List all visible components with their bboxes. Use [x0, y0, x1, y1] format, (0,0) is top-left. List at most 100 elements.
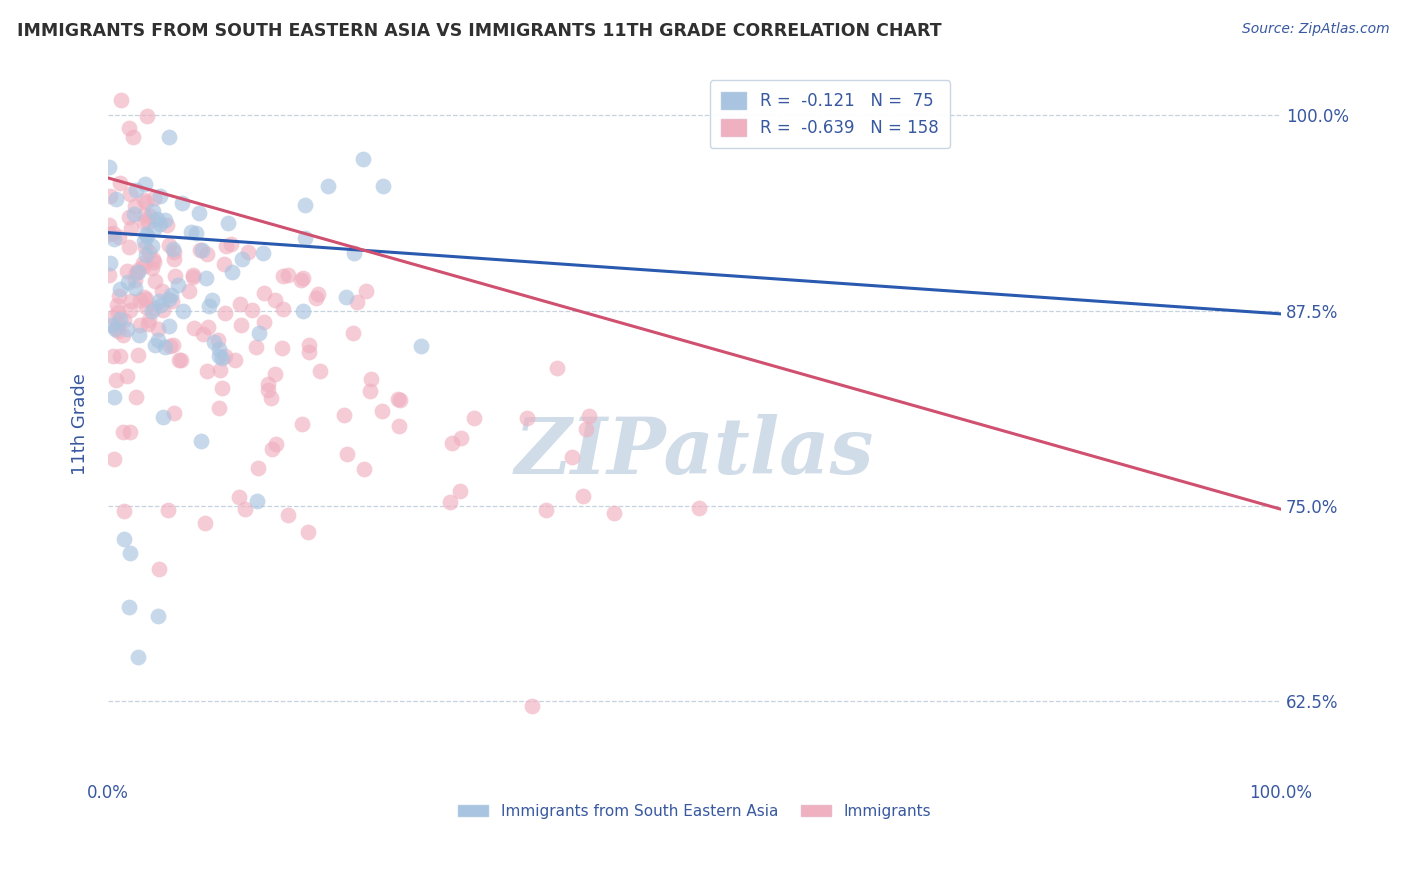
Point — [214, 349, 236, 363]
Point — [98, 218, 121, 232]
Point — [108, 176, 131, 190]
Point — [117, 240, 139, 254]
Point — [520, 699, 543, 714]
Point — [233, 501, 256, 516]
Point — [231, 318, 253, 333]
Point — [208, 363, 231, 377]
Point — [177, 284, 200, 298]
Point — [136, 229, 159, 244]
Point — [129, 318, 152, 332]
Point — [160, 293, 183, 308]
Point — [101, 310, 124, 325]
Point — [115, 322, 138, 336]
Point — [108, 282, 131, 296]
Point — [142, 255, 165, 269]
Point — [136, 215, 159, 229]
Point — [202, 335, 225, 350]
Point — [118, 187, 141, 202]
Point — [132, 234, 155, 248]
Point — [157, 502, 180, 516]
Point — [149, 217, 172, 231]
Point — [245, 340, 267, 354]
Point — [108, 311, 131, 326]
Point — [342, 326, 364, 341]
Point — [211, 381, 233, 395]
Point — [110, 93, 132, 107]
Point — [263, 293, 285, 308]
Point — [214, 305, 236, 319]
Point — [346, 295, 368, 310]
Point — [516, 411, 538, 425]
Point — [387, 392, 409, 407]
Point — [578, 409, 600, 424]
Point — [124, 281, 146, 295]
Point — [125, 266, 148, 280]
Point — [298, 338, 321, 352]
Point — [181, 268, 204, 282]
Point — [298, 345, 321, 359]
Point — [98, 189, 121, 203]
Point — [165, 268, 187, 283]
Point — [104, 373, 127, 387]
Point — [236, 245, 259, 260]
Point — [163, 407, 186, 421]
Point — [252, 246, 274, 260]
Point — [150, 284, 173, 298]
Point — [142, 221, 165, 235]
Point — [411, 339, 433, 353]
Point — [183, 321, 205, 335]
Point — [290, 273, 312, 287]
Point — [108, 349, 131, 363]
Point — [148, 562, 170, 576]
Point — [197, 364, 219, 378]
Point — [125, 183, 148, 197]
Point — [153, 213, 176, 227]
Point — [134, 240, 156, 254]
Point — [170, 353, 193, 368]
Point — [149, 189, 172, 203]
Point — [127, 262, 149, 277]
Point — [575, 422, 598, 436]
Point — [231, 252, 253, 267]
Point — [112, 504, 135, 518]
Point — [117, 368, 139, 383]
Point — [228, 490, 250, 504]
Point — [132, 259, 155, 273]
Point — [101, 318, 124, 332]
Point — [257, 376, 280, 391]
Point — [157, 318, 180, 333]
Point — [217, 216, 239, 230]
Point — [336, 447, 359, 461]
Point — [201, 293, 224, 308]
Point — [273, 302, 295, 317]
Point — [121, 129, 143, 144]
Point — [134, 177, 156, 191]
Point — [229, 297, 252, 311]
Point — [107, 230, 129, 244]
Point — [294, 197, 316, 211]
Point — [224, 352, 246, 367]
Point — [333, 408, 356, 422]
Text: IMMIGRANTS FROM SOUTH EASTERN ASIA VS IMMIGRANTS 11TH GRADE CORRELATION CHART: IMMIGRANTS FROM SOUTH EASTERN ASIA VS IM… — [17, 22, 942, 40]
Point — [101, 349, 124, 363]
Point — [143, 274, 166, 288]
Point — [103, 322, 125, 336]
Point — [271, 268, 294, 283]
Point — [450, 431, 472, 445]
Point — [111, 327, 134, 342]
Point — [242, 303, 264, 318]
Point — [111, 425, 134, 439]
Point — [136, 318, 159, 332]
Point — [211, 351, 233, 366]
Point — [124, 199, 146, 213]
Point — [166, 278, 188, 293]
Point — [207, 333, 229, 347]
Point — [157, 238, 180, 252]
Point — [449, 484, 471, 499]
Point — [184, 227, 207, 241]
Point — [291, 417, 314, 432]
Point — [142, 252, 165, 267]
Point — [162, 242, 184, 256]
Point — [135, 248, 157, 262]
Point — [98, 268, 121, 283]
